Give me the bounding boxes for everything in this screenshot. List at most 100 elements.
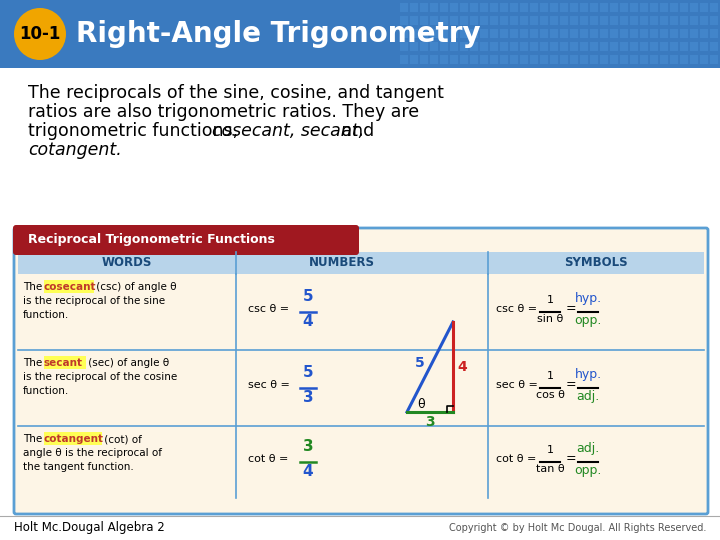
Bar [450, 42, 458, 51]
Bar [690, 29, 698, 38]
Text: NUMBERS: NUMBERS [309, 256, 375, 269]
Bar [550, 42, 558, 51]
Bar [430, 29, 438, 38]
Bar [640, 55, 648, 64]
Text: hyp.: hyp. [575, 292, 602, 305]
Text: opp.: opp. [575, 464, 602, 477]
Bar [480, 29, 488, 38]
Bar [630, 3, 638, 12]
Bar [570, 16, 578, 25]
Bar [570, 3, 578, 12]
Bar [600, 55, 608, 64]
Bar [590, 55, 598, 64]
Bar [460, 29, 468, 38]
Bar [480, 3, 488, 12]
Bar [710, 3, 718, 12]
Bar [640, 16, 648, 25]
Bar [660, 42, 668, 51]
Bar [510, 3, 518, 12]
Text: ratios are also trigonometric ratios. They are: ratios are also trigonometric ratios. Th… [28, 103, 419, 121]
Bar [460, 3, 468, 12]
Bar [570, 55, 578, 64]
Bar [590, 29, 598, 38]
Bar [44, 356, 86, 369]
Text: (cot) of: (cot) of [101, 434, 142, 444]
Bar [430, 42, 438, 51]
Text: The reciprocals of the sine, cosine, and tangent: The reciprocals of the sine, cosine, and… [28, 84, 444, 102]
Text: Copyright © by Holt Mc Dougal. All Rights Reserved.: Copyright © by Holt Mc Dougal. All Right… [449, 523, 706, 533]
Bar [580, 42, 588, 51]
Bar [510, 16, 518, 25]
Bar [580, 3, 588, 12]
Text: adj.: adj. [577, 442, 600, 455]
Bar [710, 16, 718, 25]
Text: 5: 5 [302, 365, 313, 380]
Bar [640, 42, 648, 51]
Bar [570, 29, 578, 38]
Bar [670, 16, 678, 25]
Bar [630, 29, 638, 38]
Bar [550, 16, 558, 25]
Bar [520, 3, 528, 12]
Text: 4: 4 [302, 314, 313, 329]
Text: cotangent: cotangent [43, 434, 103, 444]
Bar [490, 42, 498, 51]
Text: 1: 1 [546, 295, 554, 305]
Text: 4: 4 [302, 464, 313, 479]
Text: is the reciprocal of the sine: is the reciprocal of the sine [23, 296, 165, 306]
Bar [590, 3, 598, 12]
Bar [490, 29, 498, 38]
Text: csc θ =: csc θ = [496, 304, 541, 314]
Bar [500, 55, 508, 64]
Bar [660, 29, 668, 38]
Text: 5: 5 [415, 356, 425, 370]
Bar [530, 16, 538, 25]
Bar [450, 16, 458, 25]
Bar [480, 55, 488, 64]
Bar [560, 29, 568, 38]
Bar [590, 16, 598, 25]
Bar [420, 42, 428, 51]
Bar [660, 55, 668, 64]
Text: sin θ: sin θ [537, 314, 563, 324]
Text: =: = [566, 302, 577, 315]
Bar [440, 3, 448, 12]
Bar [690, 55, 698, 64]
Bar [410, 29, 418, 38]
Text: WORDS: WORDS [102, 256, 152, 269]
Bar [510, 29, 518, 38]
Text: hyp.: hyp. [575, 368, 602, 381]
Text: cot θ =: cot θ = [248, 454, 292, 464]
Text: 3: 3 [302, 390, 313, 405]
Text: Holt Mc.Dougal Algebra 2: Holt Mc.Dougal Algebra 2 [14, 522, 165, 535]
Bar [650, 42, 658, 51]
Bar [680, 3, 688, 12]
Text: secant: secant [43, 358, 82, 368]
Bar [680, 55, 688, 64]
Text: trigonometric functions,: trigonometric functions, [28, 122, 243, 140]
Text: The: The [23, 434, 45, 444]
Bar [650, 3, 658, 12]
Bar [710, 29, 718, 38]
Text: cos θ: cos θ [536, 390, 564, 400]
Bar [630, 16, 638, 25]
Text: function.: function. [23, 386, 69, 396]
Text: 3: 3 [426, 415, 435, 429]
Bar [700, 16, 708, 25]
Bar [500, 29, 508, 38]
Bar [470, 16, 478, 25]
Bar [420, 3, 428, 12]
Text: and: and [336, 122, 374, 140]
Bar [490, 3, 498, 12]
Bar [18, 252, 704, 274]
Bar [710, 55, 718, 64]
Bar [410, 3, 418, 12]
Bar [560, 42, 568, 51]
Bar [460, 42, 468, 51]
Text: function.: function. [23, 310, 69, 320]
Bar [700, 29, 708, 38]
Bar [670, 55, 678, 64]
Bar [710, 42, 718, 51]
Text: sec θ =: sec θ = [248, 380, 293, 390]
Bar [520, 55, 528, 64]
